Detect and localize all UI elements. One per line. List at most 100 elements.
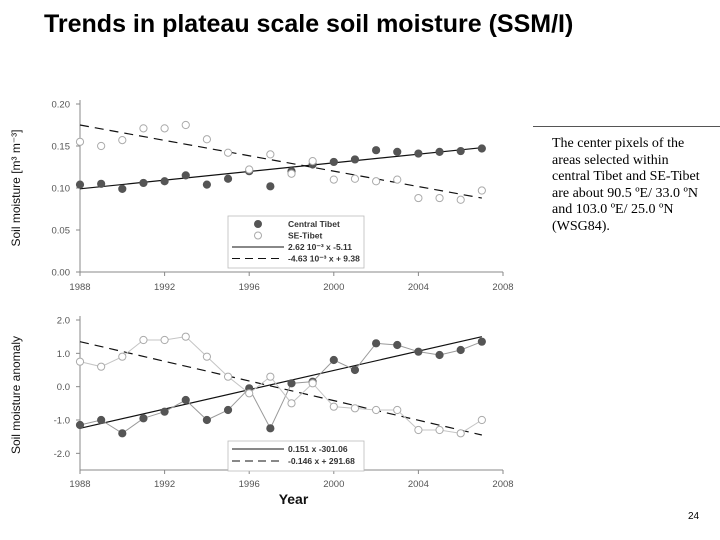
y-axis-label: Soil moisture anomaly	[9, 336, 23, 454]
y-tick-label: -2.0	[54, 449, 70, 460]
data-point-central	[97, 179, 106, 188]
x-tick-label: 1992	[154, 479, 175, 490]
data-point-central	[393, 147, 402, 156]
data-point-se	[435, 425, 444, 435]
data-point-se	[477, 415, 486, 425]
data-point-central	[202, 180, 211, 189]
data-point-central	[139, 414, 148, 423]
data-point-central	[435, 147, 444, 156]
x-tick-label: 1996	[239, 479, 260, 490]
data-point-se	[456, 195, 465, 204]
data-point-central	[75, 420, 85, 430]
data-point-central	[266, 424, 275, 433]
data-point-central	[477, 337, 486, 346]
legend-trend-label: 2.62 10⁻³ x -5.11	[288, 242, 352, 252]
x-tick-label: 2000	[323, 479, 344, 490]
slide-title: Trends in plateau scale soil moisture (S…	[44, 10, 574, 38]
data-point-se	[329, 402, 338, 411]
x-tick-label: 2008	[492, 479, 513, 490]
data-point-se	[97, 362, 106, 371]
legend-trend-label: -4.63 10⁻³ x + 9.38	[288, 254, 360, 264]
data-point-central	[372, 339, 381, 348]
data-point-se	[118, 352, 127, 361]
data-point-se	[223, 148, 233, 157]
data-point-se	[308, 379, 317, 388]
legend-marker	[254, 220, 262, 228]
data-point-se	[139, 335, 148, 345]
data-point-central	[414, 347, 423, 356]
data-point-se	[266, 150, 275, 159]
y-tick-label: 0.0	[57, 382, 70, 393]
data-point-se	[160, 124, 169, 133]
data-point-se	[202, 135, 211, 144]
data-point-central	[75, 180, 85, 189]
data-point-central	[456, 345, 465, 355]
data-point-se	[97, 141, 106, 151]
x-tick-label: 1988	[69, 479, 90, 490]
data-point-central	[118, 429, 127, 438]
data-point-se	[456, 429, 465, 438]
data-point-central	[329, 355, 338, 365]
trend-line-dashed	[79, 124, 482, 199]
data-point-central	[118, 184, 127, 193]
data-point-central	[435, 350, 444, 360]
data-point-central	[181, 395, 190, 405]
data-point-se	[75, 137, 85, 146]
data-point-se	[245, 389, 254, 398]
x-tick-label: 2000	[323, 282, 344, 293]
data-point-se	[329, 175, 338, 184]
data-point-se	[393, 405, 402, 415]
data-point-central	[372, 146, 381, 155]
data-point-central	[266, 182, 275, 191]
data-point-se	[350, 404, 360, 413]
data-point-central	[393, 340, 402, 350]
data-point-se	[435, 193, 444, 203]
data-point-central	[329, 157, 338, 167]
data-point-se	[181, 120, 190, 130]
data-point-central	[287, 379, 296, 388]
y-tick-label: 0.20	[52, 100, 71, 111]
y-tick-label: 0.15	[52, 142, 71, 153]
data-point-central	[223, 174, 233, 183]
data-point-central	[160, 177, 169, 186]
data-point-se	[266, 372, 275, 381]
data-point-se	[477, 186, 486, 195]
y-tick-label: 0.05	[52, 226, 71, 237]
data-point-se	[287, 399, 296, 408]
note-text: The center pixels of the areas selected …	[552, 136, 700, 234]
data-point-central	[160, 407, 169, 416]
data-point-se	[393, 175, 402, 184]
data-point-central	[97, 415, 106, 425]
y-tick-label: -1.0	[54, 416, 70, 427]
data-point-se	[223, 372, 233, 381]
legend-trend-label: 0.151 x -301.06	[288, 444, 348, 454]
chart-panel-2	[75, 316, 504, 474]
data-point-se	[372, 177, 381, 186]
data-point-se	[181, 332, 190, 341]
y-axis-label: Soil moisture [m³ m⁻³]	[9, 129, 23, 246]
y-tick-label: 0.10	[52, 184, 71, 195]
data-point-central	[202, 415, 211, 425]
trend-line-dashed	[79, 341, 482, 436]
x-tick-label: 1988	[69, 282, 90, 293]
data-point-se	[245, 165, 254, 174]
legend-box	[227, 215, 365, 269]
legend-box	[227, 440, 365, 472]
y-tick-label: 0.00	[52, 268, 71, 279]
data-point-central	[414, 149, 423, 158]
x-tick-label: 1992	[154, 282, 175, 293]
data-point-central	[181, 171, 190, 180]
data-point-se	[414, 425, 423, 435]
x-tick-label: 2004	[408, 479, 429, 490]
data-point-se	[308, 157, 317, 166]
data-point-se	[139, 124, 148, 133]
data-point-central	[456, 146, 465, 156]
data-point-se	[372, 405, 381, 415]
data-point-se	[414, 193, 423, 203]
y-tick-label: 1.0	[57, 349, 70, 360]
legend-label: SE-Tibet	[288, 231, 322, 241]
data-point-central	[139, 178, 148, 188]
x-tick-label: 2004	[408, 282, 429, 293]
legend-marker	[254, 231, 262, 240]
